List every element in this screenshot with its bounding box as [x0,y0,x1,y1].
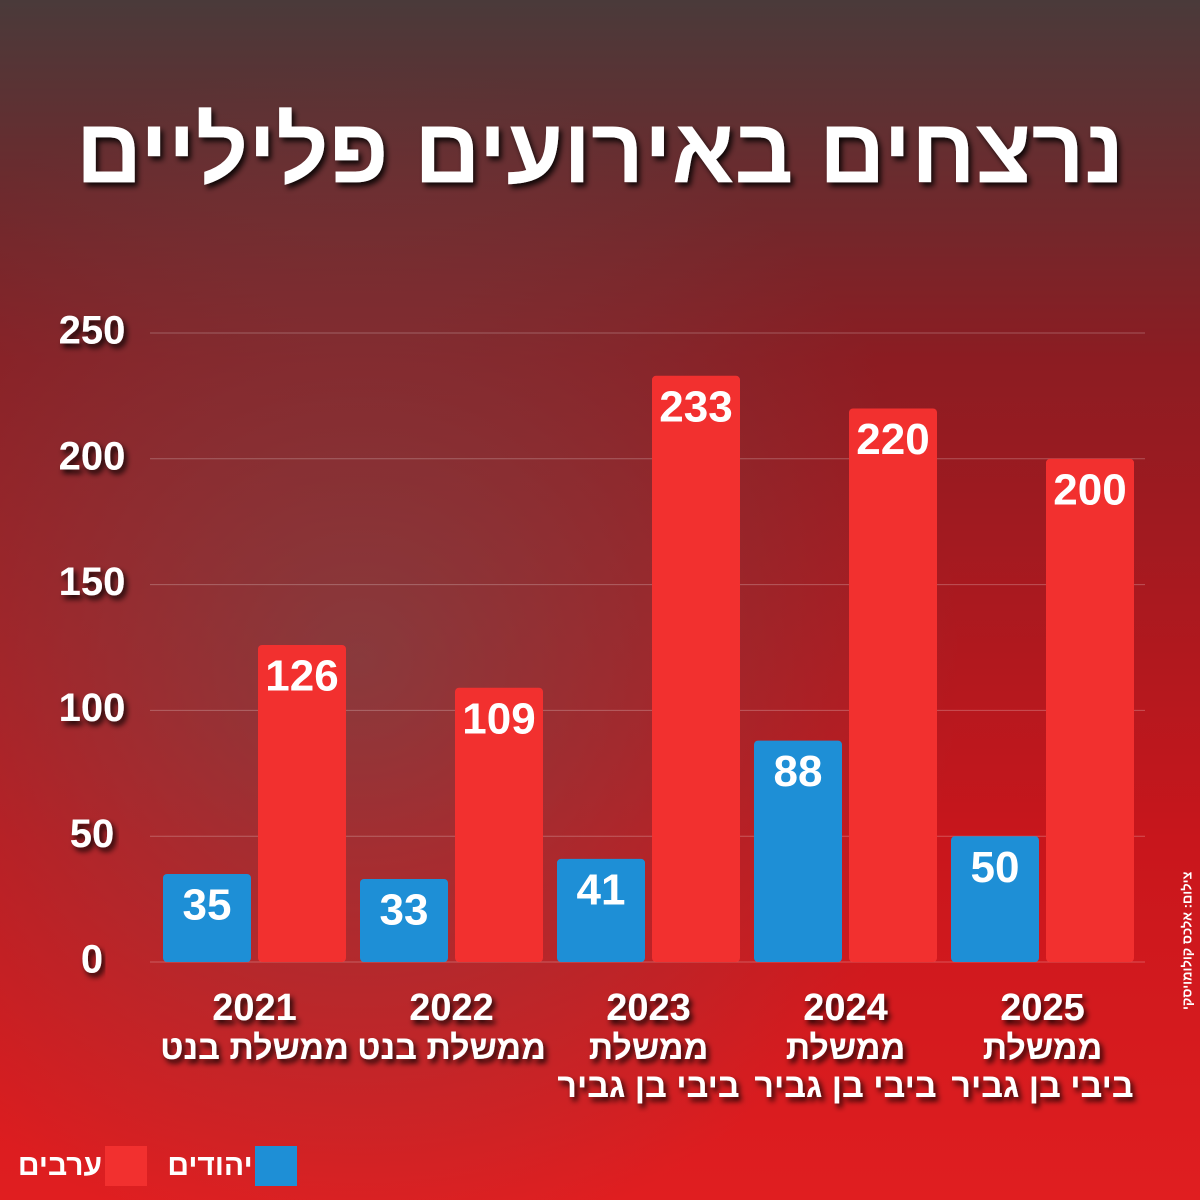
legend-label: יהודים [167,1149,252,1182]
government-label: ביבי בן גביר [951,1067,1133,1105]
x-tick-label: 2023 [606,987,691,1029]
x-tick-label: 2021 [212,987,297,1029]
government-label: ממשלת בנט [357,1029,546,1067]
x-tick-label: 2022 [409,987,494,1029]
y-tick-label: 200 [59,434,126,478]
x-tick-label: 2025 [1000,987,1085,1029]
y-tick-label: 150 [59,560,126,604]
bar [652,375,740,963]
value-label: 41 [577,865,626,914]
value-label: 33 [380,886,429,935]
y-tick-label: 50 [70,812,115,856]
photo-credit: צילום: אלכס קולומויסקי [1179,871,1194,1010]
chart-title: נרצחים באירועים פליליים [76,100,1125,202]
value-label: 200 [1053,465,1126,514]
value-label: 35 [183,881,232,930]
bar [360,878,448,962]
legend-swatch [105,1146,147,1186]
bar [455,687,543,962]
value-label: 220 [856,415,929,464]
bar [754,740,842,962]
government-label: ממשלת [589,1029,709,1067]
value-label: 109 [462,694,535,743]
y-tick-label: 100 [59,686,126,730]
value-label: 126 [265,652,338,701]
bar [1046,458,1134,962]
government-label: ביבי בן גביר [754,1067,936,1105]
bar [951,836,1039,962]
bar [258,644,346,962]
government-label: ממשלת [786,1029,906,1067]
y-tick-label: 250 [59,309,126,353]
value-label: 233 [659,382,732,431]
bar [163,873,251,962]
value-label: 50 [971,843,1020,892]
x-tick-label: 2024 [803,987,888,1029]
bar [557,858,645,962]
government-label: ביבי בן גביר [557,1067,739,1105]
bar [849,408,937,963]
legend-label: ערבים [18,1149,102,1182]
government-label: ממשלת [983,1029,1103,1067]
y-tick-label: 0 [81,938,103,982]
value-label: 88 [774,747,823,796]
legend-swatch [255,1146,297,1186]
government-label: ממשלת בנט [160,1029,349,1067]
